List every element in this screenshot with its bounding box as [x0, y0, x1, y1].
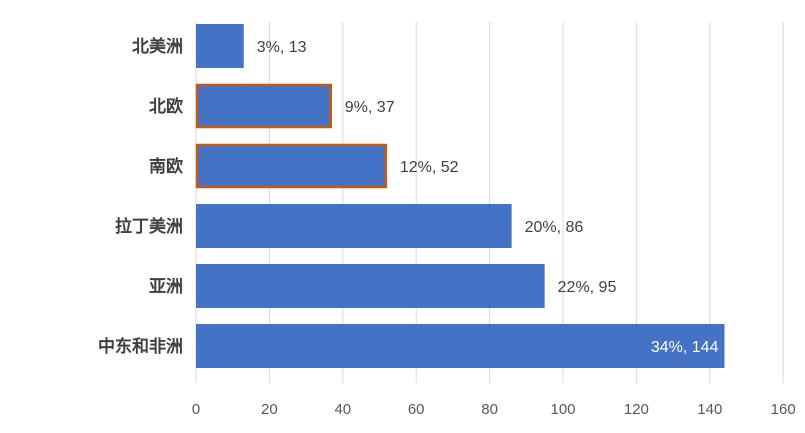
category-label-5: 中东和非洲: [98, 336, 183, 357]
x-tick-label-80: 80: [481, 401, 498, 418]
data-label-2: 12%, 52: [400, 159, 459, 176]
data-label-1: 9%, 37: [345, 99, 395, 116]
category-label-4: 亚洲: [149, 277, 183, 297]
x-tick-label-40: 40: [334, 401, 351, 418]
data-label-5: 34%, 144: [651, 339, 719, 356]
bar-4: [196, 264, 545, 308]
bar-2: [195, 143, 388, 189]
x-tick-label-120: 120: [624, 401, 649, 418]
x-tick-label-160: 160: [771, 401, 796, 418]
data-label-3: 20%, 86: [525, 219, 584, 236]
bar-1: [195, 83, 333, 129]
x-tick-label-140: 140: [697, 401, 722, 418]
bars: [195, 24, 725, 368]
category-label-3: 拉丁美洲: [115, 216, 183, 237]
category-label-2: 南欧: [149, 156, 183, 177]
x-axis-tick-labels: 0 20 40 60 80 100 120 140 160: [192, 401, 796, 418]
bar-0: [196, 24, 244, 68]
bar-3: [196, 204, 512, 248]
x-tick-label-0: 0: [192, 401, 200, 418]
x-tick-label-20: 20: [261, 401, 278, 418]
data-label-0: 3%, 13: [257, 39, 307, 56]
bar-5: [196, 324, 725, 368]
gridlines: [195, 22, 784, 383]
x-tick-label-100: 100: [550, 401, 575, 418]
category-label-1: 北欧: [149, 96, 183, 117]
data-labels: 3%, 13 9%, 37 12%, 52 20%, 86 22%, 95 34%, 14…: [257, 39, 719, 356]
data-label-4: 22%, 95: [558, 279, 617, 296]
x-tick-label-60: 60: [408, 401, 425, 418]
category-label-0: 北美洲: [132, 36, 183, 57]
